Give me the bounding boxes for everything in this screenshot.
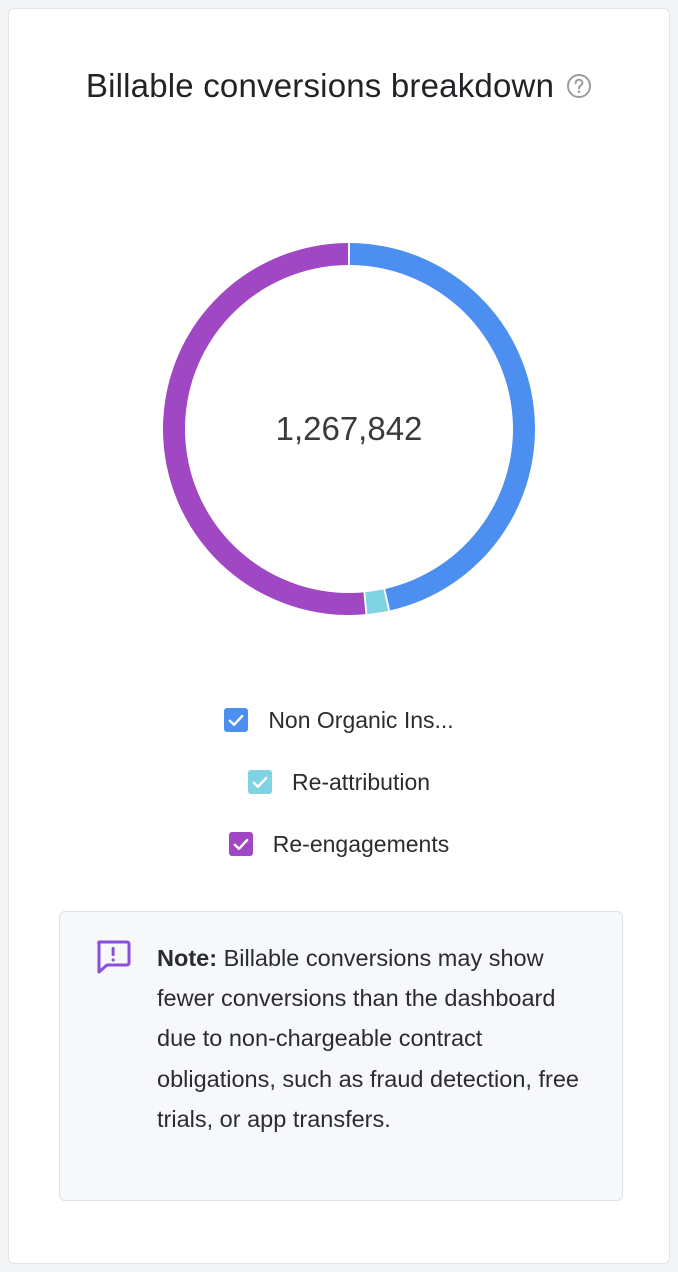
legend-item-re-attribution[interactable]: Re-attribution: [247, 751, 431, 813]
legend-item-non-organic-installs[interactable]: Non Organic Ins...: [224, 689, 454, 751]
question-circle-icon[interactable]: [566, 73, 592, 99]
legend-label: Re-attribution: [291, 768, 431, 795]
donut-slice-re-attribution[interactable]: [365, 589, 389, 615]
checkbox-checked-icon[interactable]: [247, 770, 272, 794]
note-text: Note: Billable conversions may show fewe…: [157, 938, 587, 1139]
legend-label: Non Organic Ins...: [268, 706, 454, 733]
checkbox-checked-icon[interactable]: [224, 708, 249, 732]
note-box: Note: Billable conversions may show fewe…: [59, 911, 623, 1201]
donut-chart-svg: [162, 243, 536, 615]
donut-chart: 1,267,842: [155, 235, 543, 623]
donut-slice-non-organic-ins[interactable]: [349, 243, 536, 611]
message-alert-icon: [94, 938, 132, 976]
note-body: Billable conversions may show fewer conv…: [157, 945, 579, 1132]
legend-label: Re-engagements: [272, 830, 450, 857]
card-title: Billable conversions breakdown: [85, 67, 555, 104]
donut-slice-re-engagements[interactable]: [162, 243, 366, 615]
legend-item-re-engagements[interactable]: Re-engagements: [228, 813, 450, 875]
note-label: Note:: [157, 945, 218, 971]
chart-legend: Non Organic Ins... Re-attribution Re-eng…: [9, 689, 669, 875]
checkbox-checked-icon[interactable]: [228, 832, 253, 856]
billable-conversions-card: Billable conversions breakdown 1,267,842…: [8, 8, 670, 1264]
card-header: Billable conversions breakdown: [9, 67, 669, 105]
